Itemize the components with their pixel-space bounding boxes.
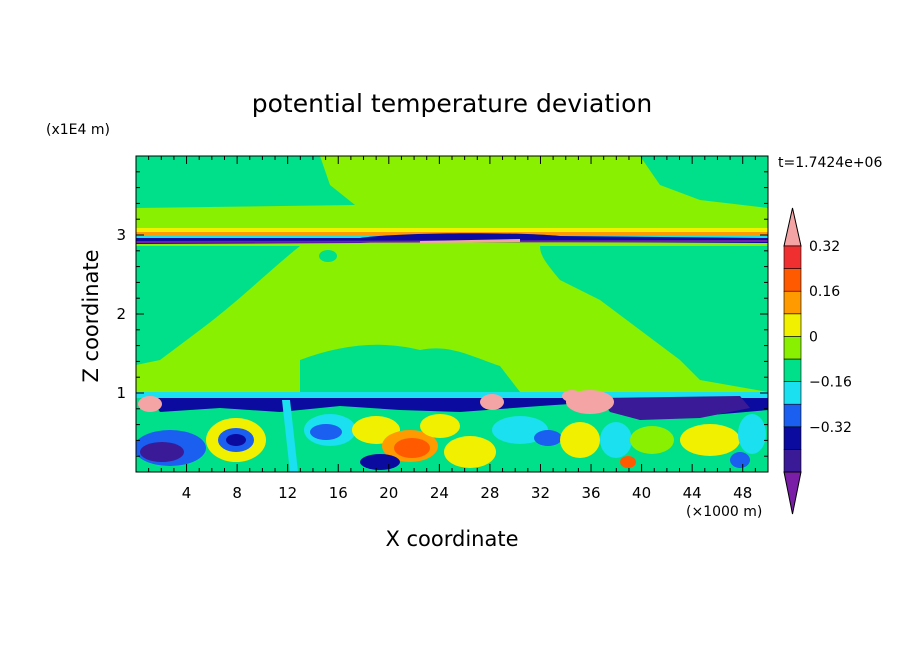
colorbar-tick-label: 0	[809, 329, 818, 345]
x-tick-label: 4	[182, 484, 192, 502]
colorbar-top-extension	[783, 207, 802, 247]
y-axis-label: Z coordinate	[79, 249, 103, 382]
time-label: t=1.7424e+06	[778, 155, 882, 171]
x-tick-label: 8	[232, 484, 242, 502]
colorbar-swatch	[783, 290, 802, 315]
colorbar-tick-label: 0.16	[809, 284, 840, 300]
x-tick-label: 24	[430, 484, 449, 502]
colorbar-swatch	[783, 403, 802, 428]
y-tick-label: 3	[116, 226, 126, 244]
colorbar-swatch	[783, 245, 802, 269]
colorbar-swatch	[783, 381, 802, 405]
y-unit-label: (x1E4 m)	[46, 122, 110, 138]
colorbar-swatch	[783, 358, 802, 382]
x-tick-label: 20	[379, 484, 398, 502]
colorbar-tick-label: −0.16	[809, 375, 852, 391]
x-tick-label: 32	[531, 484, 550, 502]
y-axis: 1 2 3	[116, 171, 768, 457]
x-axis: 4 8 12 16 20 24 28 32 36 40 44 48	[148, 156, 756, 502]
x-tick-label: 12	[278, 484, 297, 502]
x-tick-label: 36	[581, 484, 600, 502]
chart-title: potential temperature deviation	[252, 89, 652, 118]
y-tick-label: 2	[116, 305, 126, 323]
contour-field	[136, 156, 768, 472]
x-unit-label: (×1000 m)	[686, 504, 762, 520]
x-tick-label: 28	[480, 484, 499, 502]
colorbar-swatch	[783, 313, 802, 337]
y-tick-label: 1	[116, 384, 126, 402]
colorbar-bottom-extension	[783, 471, 802, 515]
colorbar-swatch	[783, 268, 802, 292]
x-tick-label: 44	[683, 484, 702, 502]
x-axis-label: X coordinate	[385, 527, 518, 551]
x-tick-label: 16	[329, 484, 348, 502]
colorbar-tick-label: 0.32	[809, 239, 840, 255]
x-tick-label: 48	[733, 484, 752, 502]
colorbar: 0.32 0.16 0 −0.16 −0.32	[783, 207, 852, 515]
colorbar-swatch	[783, 426, 802, 450]
x-tick-label: 40	[632, 484, 651, 502]
colorbar-swatch	[783, 449, 802, 473]
colorbar-tick-label: −0.32	[809, 420, 852, 436]
colorbar-swatch	[783, 336, 802, 360]
